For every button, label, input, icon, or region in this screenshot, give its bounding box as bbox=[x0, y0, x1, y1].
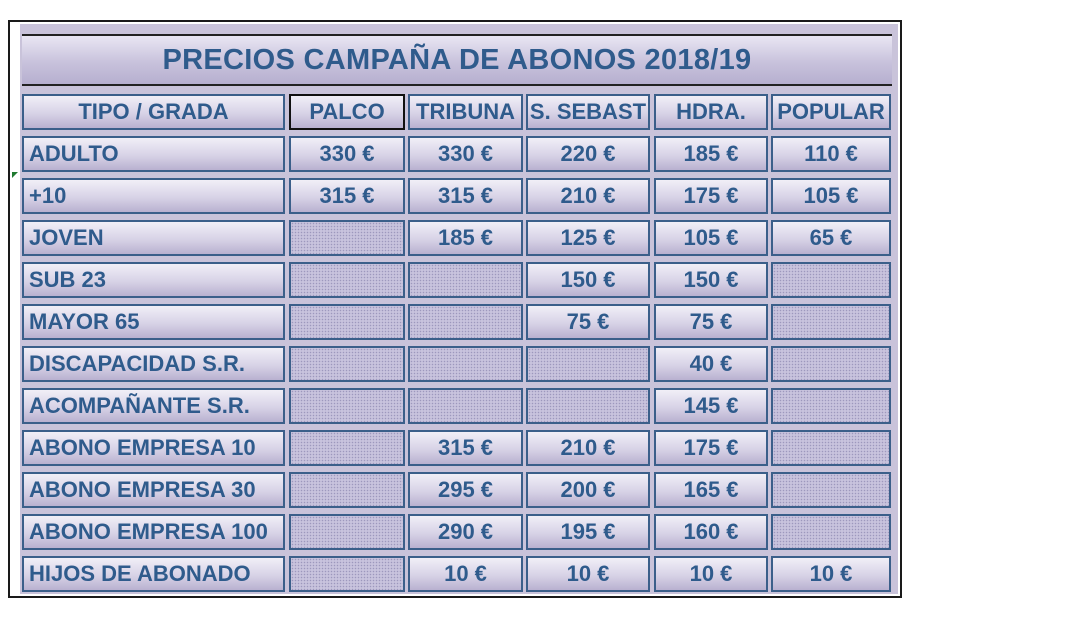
price-cell[interactable]: 125 € bbox=[526, 220, 650, 256]
price-cell[interactable]: 185 € bbox=[408, 220, 523, 256]
price-cell-empty[interactable] bbox=[289, 514, 405, 550]
price-cell[interactable]: 10 € bbox=[771, 556, 891, 592]
price-cell[interactable]: 75 € bbox=[654, 304, 768, 340]
price-cell[interactable]: 210 € bbox=[526, 430, 650, 466]
price-cell[interactable]: 295 € bbox=[408, 472, 523, 508]
price-cell[interactable]: 75 € bbox=[526, 304, 650, 340]
price-cell[interactable]: 290 € bbox=[408, 514, 523, 550]
price-cell[interactable]: 330 € bbox=[408, 136, 523, 172]
price-cell-empty[interactable] bbox=[289, 472, 405, 508]
row-label[interactable]: +10 bbox=[22, 178, 285, 214]
price-cell[interactable]: 315 € bbox=[408, 430, 523, 466]
price-cell-empty[interactable] bbox=[289, 556, 405, 592]
price-cell[interactable]: 105 € bbox=[654, 220, 768, 256]
row-label[interactable]: SUB 23 bbox=[22, 262, 285, 298]
price-cell[interactable]: 330 € bbox=[289, 136, 405, 172]
price-cell[interactable]: 65 € bbox=[771, 220, 891, 256]
header-palco[interactable]: PALCO bbox=[289, 94, 405, 130]
price-cell[interactable]: 210 € bbox=[526, 178, 650, 214]
row-label[interactable]: HIJOS DE ABONADO bbox=[22, 556, 285, 592]
price-cell[interactable]: 10 € bbox=[654, 556, 768, 592]
price-cell[interactable]: 195 € bbox=[526, 514, 650, 550]
header-tipo-grada[interactable]: TIPO / GRADA bbox=[22, 94, 285, 130]
row-label[interactable]: MAYOR 65 bbox=[22, 304, 285, 340]
price-cell[interactable]: 175 € bbox=[654, 178, 768, 214]
price-cell-empty[interactable] bbox=[771, 346, 891, 382]
header-popular[interactable]: POPULAR bbox=[771, 94, 891, 130]
price-cell-empty[interactable] bbox=[771, 388, 891, 424]
price-cell-empty[interactable] bbox=[289, 388, 405, 424]
header-s-sebast[interactable]: S. SEBAST bbox=[526, 94, 650, 130]
price-cell-empty[interactable] bbox=[289, 304, 405, 340]
row-label[interactable]: ADULTO bbox=[22, 136, 285, 172]
price-cell[interactable]: 10 € bbox=[526, 556, 650, 592]
price-cell[interactable]: 185 € bbox=[654, 136, 768, 172]
price-cell-empty[interactable] bbox=[771, 430, 891, 466]
row-label[interactable]: ABONO EMPRESA 100 bbox=[22, 514, 285, 550]
price-cell-empty[interactable] bbox=[289, 346, 405, 382]
price-cell[interactable]: 40 € bbox=[654, 346, 768, 382]
price-cell[interactable]: 10 € bbox=[408, 556, 523, 592]
price-cell-empty[interactable] bbox=[408, 262, 523, 298]
price-sheet: PRECIOS CAMPAÑA DE ABONOS 2018/19 TIPO /… bbox=[20, 24, 898, 594]
price-cell-empty[interactable] bbox=[526, 388, 650, 424]
row-label[interactable]: ABONO EMPRESA 10 bbox=[22, 430, 285, 466]
price-cell[interactable]: 315 € bbox=[408, 178, 523, 214]
price-cell-empty[interactable] bbox=[408, 346, 523, 382]
price-cell-empty[interactable] bbox=[289, 430, 405, 466]
price-cell-empty[interactable] bbox=[408, 304, 523, 340]
price-cell-empty[interactable] bbox=[771, 472, 891, 508]
cell-comment-indicator bbox=[12, 172, 18, 178]
table-title: PRECIOS CAMPAÑA DE ABONOS 2018/19 bbox=[22, 34, 892, 86]
price-cell[interactable]: 315 € bbox=[289, 178, 405, 214]
price-cell[interactable]: 165 € bbox=[654, 472, 768, 508]
row-label[interactable]: ACOMPAÑANTE S.R. bbox=[22, 388, 285, 424]
price-cell-empty[interactable] bbox=[289, 220, 405, 256]
price-cell-empty[interactable] bbox=[771, 514, 891, 550]
price-cell[interactable]: 200 € bbox=[526, 472, 650, 508]
price-cell-empty[interactable] bbox=[289, 262, 405, 298]
price-cell-empty[interactable] bbox=[526, 346, 650, 382]
price-cell[interactable]: 105 € bbox=[771, 178, 891, 214]
price-cell[interactable]: 160 € bbox=[654, 514, 768, 550]
price-cell[interactable]: 110 € bbox=[771, 136, 891, 172]
row-label[interactable]: DISCAPACIDAD S.R. bbox=[22, 346, 285, 382]
price-cell[interactable]: 150 € bbox=[654, 262, 768, 298]
header-tribuna[interactable]: TRIBUNA bbox=[408, 94, 523, 130]
price-cell-empty[interactable] bbox=[771, 262, 891, 298]
price-cell[interactable]: 145 € bbox=[654, 388, 768, 424]
row-label[interactable]: ABONO EMPRESA 30 bbox=[22, 472, 285, 508]
price-cell-empty[interactable] bbox=[771, 304, 891, 340]
price-cell-empty[interactable] bbox=[408, 388, 523, 424]
price-cell[interactable]: 175 € bbox=[654, 430, 768, 466]
header-hdra[interactable]: HDRA. bbox=[654, 94, 768, 130]
price-table-frame: PRECIOS CAMPAÑA DE ABONOS 2018/19 TIPO /… bbox=[8, 20, 902, 598]
price-cell[interactable]: 220 € bbox=[526, 136, 650, 172]
row-label[interactable]: JOVEN bbox=[22, 220, 285, 256]
price-cell[interactable]: 150 € bbox=[526, 262, 650, 298]
